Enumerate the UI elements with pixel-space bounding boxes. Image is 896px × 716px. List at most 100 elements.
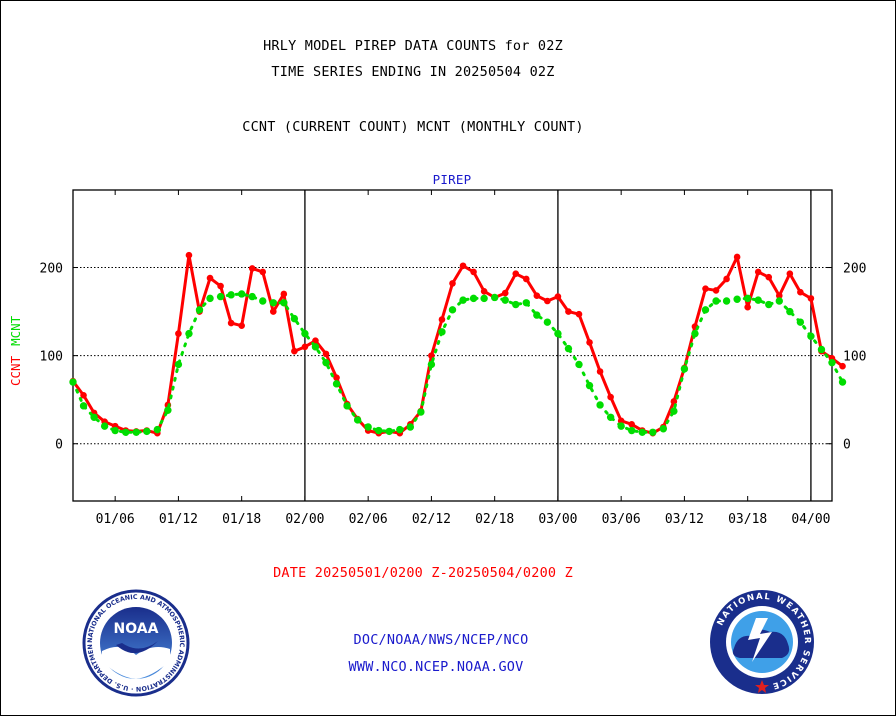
mcnt-point: [132, 428, 140, 436]
mcnt-point: [459, 296, 467, 304]
ccnt-point: [670, 398, 678, 405]
mcnt-point: [606, 413, 615, 422]
mcnt-point: [280, 299, 288, 307]
ccnt-point: [312, 337, 319, 344]
mcnt-point: [164, 406, 172, 414]
x-tick-label: 03/00: [538, 512, 577, 527]
mcnt-point: [322, 358, 330, 367]
ccnt-point: [480, 288, 488, 295]
ccnt-point: [301, 343, 309, 351]
ccnt-point: [554, 293, 562, 300]
mcnt-point: [301, 329, 309, 338]
y-tick-label-right: 0: [843, 438, 851, 453]
mcnt-point: [775, 297, 783, 305]
x-tick-label: 01/06: [96, 512, 135, 527]
mcnt-point: [290, 314, 299, 323]
ccnt-point: [586, 339, 593, 346]
ccnt-point: [470, 268, 477, 276]
x-tick-label: 01/18: [222, 512, 261, 527]
agency-label: DOC/NOAA/NWS/NCEP/NCO: [353, 632, 529, 648]
ccnt-point: [238, 322, 245, 329]
mcnt-point: [765, 300, 773, 309]
mcnt-point: [754, 296, 762, 304]
ccnt-point: [269, 308, 277, 315]
ccnt-point: [617, 417, 625, 425]
mcnt-point: [153, 425, 162, 434]
x-tick-label: 03/12: [665, 512, 704, 527]
plot-frame: [72, 189, 833, 502]
mcnt-point: [216, 292, 225, 301]
mcnt-point: [343, 402, 351, 410]
mcnt-point: [807, 332, 815, 340]
x-tick-label: 02/06: [349, 512, 388, 527]
y-tick-label-right: 200: [843, 262, 866, 277]
ccnt-point: [607, 393, 614, 401]
ccnt-point: [175, 330, 182, 337]
ccnt-point: [807, 295, 815, 302]
mcnt-point: [817, 345, 826, 354]
date-range-label: DATE 20250501/0200 Z-20250504/0200 Z: [273, 565, 573, 581]
ccnt-point: [797, 288, 804, 296]
ccnt-point: [449, 280, 456, 287]
ccnt-point: [786, 270, 794, 277]
nws-logo-icon: NATIONAL WEATHER SERVICE: [710, 590, 814, 694]
ccnt-point: [733, 253, 741, 261]
mcnt-point: [712, 297, 720, 305]
mcnt-point: [69, 378, 77, 386]
noaa-logo-icon: NATIONAL OCEANIC AND ATMOSPHERIC ADMINIS…: [82, 589, 190, 697]
mcnt-point: [100, 422, 109, 430]
mcnt-point: [522, 299, 530, 307]
mcnt-point: [554, 329, 562, 338]
ccnt-point: [533, 292, 541, 300]
mcnt-point: [585, 381, 594, 390]
mcnt-point: [269, 299, 277, 307]
mcnt-point: [227, 291, 235, 299]
x-tick-label: 02/18: [475, 512, 514, 527]
mcnt-point: [427, 360, 436, 369]
mcnt-point: [122, 428, 130, 436]
ccnt-point: [712, 287, 720, 294]
mcnt-point: [796, 318, 805, 326]
ccnt-point: [227, 319, 235, 327]
ccnt-point: [839, 362, 846, 370]
noaa-logo-text: NOAA: [114, 621, 159, 637]
y-tick-label-left: 100: [40, 350, 63, 365]
mcnt-point: [332, 380, 341, 388]
mcnt-point: [670, 407, 678, 415]
mcnt-point: [185, 329, 193, 338]
mcnt-point: [533, 311, 541, 319]
ccnt-point: [438, 316, 446, 323]
mcnt-point: [575, 360, 583, 369]
ccnt-point: [80, 391, 87, 399]
series-line-mcnt: [71, 292, 845, 434]
mcnt-point: [701, 306, 710, 314]
ccnt-point: [628, 421, 636, 428]
ccnt-point: [754, 268, 762, 276]
mcnt-point: [469, 294, 478, 303]
ccnt-point: [259, 268, 267, 276]
mcnt-point: [448, 306, 457, 314]
ccnt-point: [775, 292, 783, 300]
y-tick-label-left: 200: [40, 262, 63, 277]
mcnt-point: [786, 307, 794, 316]
mcnt-point: [543, 318, 552, 326]
mcnt-point: [311, 343, 320, 351]
x-tick-label: 03/06: [602, 512, 641, 527]
mcnt-point: [206, 294, 214, 303]
ccnt-point: [280, 290, 288, 298]
mcnt-point: [406, 423, 415, 431]
mcnt-point: [512, 300, 520, 309]
ccnt-point: [206, 274, 214, 282]
x-tick-label: 01/12: [159, 512, 198, 527]
mcnt-point: [90, 413, 98, 422]
mcnt-point: [174, 360, 183, 369]
ccnt-point: [512, 270, 520, 277]
mcnt-point: [680, 365, 689, 373]
mcnt-point: [649, 428, 657, 436]
mcnt-point: [564, 344, 573, 353]
website-label: WWW.NCO.NCEP.NOAA.GOV: [348, 659, 524, 675]
mcnt-point: [353, 416, 362, 424]
mcnt-point: [143, 427, 151, 436]
mcnt-point: [828, 358, 836, 367]
mcnt-point: [417, 408, 425, 416]
